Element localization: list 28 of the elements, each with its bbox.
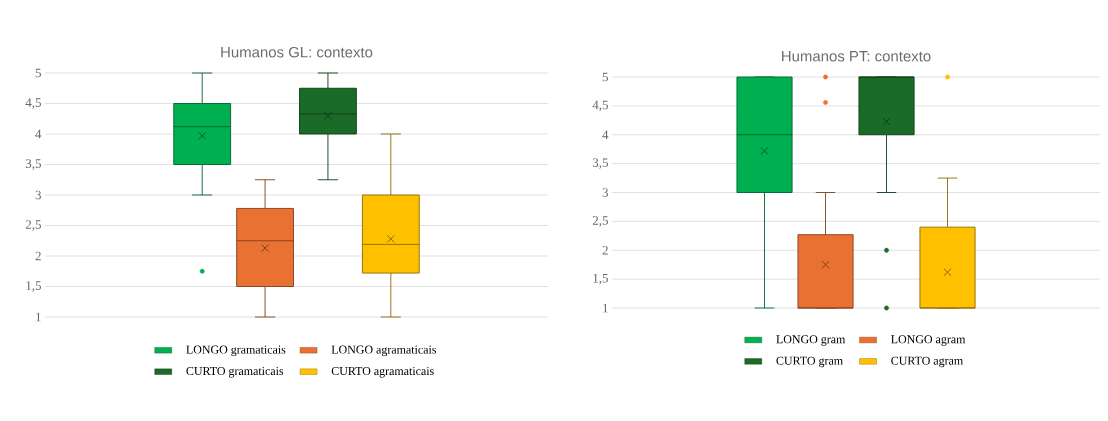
legend-label: CURTO gramaticais	[186, 366, 284, 378]
y-tick-label: 3,5	[25, 159, 41, 170]
y-tick-label: 5	[602, 72, 608, 82]
chart-title: Humanos GL: contexto	[221, 46, 373, 58]
chart-title: Humanos PT: contexto	[782, 51, 931, 62]
y-tick-label: 2	[35, 251, 41, 261]
y-tick-label: 3	[602, 188, 608, 197]
y-tick-label: 3	[35, 190, 41, 200]
y-tick-label: 4,5	[592, 100, 608, 112]
y-tick-label: 2,5	[25, 220, 41, 231]
y-tick-label: 3,5	[592, 158, 608, 169]
y-tick-label: 5	[35, 68, 41, 78]
y-tick-label: 4	[602, 130, 609, 140]
y-tick-label: 1	[603, 303, 608, 313]
legend-label: CURTO agramaticais	[331, 366, 434, 378]
y-tick-label: 2,5	[592, 216, 608, 227]
y-tick-label: 2	[602, 245, 608, 255]
y-tick-label: 1	[36, 312, 41, 322]
legend-label: LONGO gramaticais	[186, 345, 286, 357]
y-tick-label: 1,5	[593, 273, 608, 285]
legend-label: LONGO agram	[891, 335, 966, 346]
y-tick-label: 4,5	[25, 98, 41, 109]
y-tick-label: 4	[35, 129, 42, 139]
legend-label: LONGO agramaticais	[331, 345, 437, 357]
legend-label: CURTO agram	[891, 356, 963, 368]
y-tick-label: 1,5	[26, 281, 41, 292]
legend-label: LONGO gram	[776, 335, 846, 346]
legend-label: CURTO gram	[776, 356, 843, 368]
